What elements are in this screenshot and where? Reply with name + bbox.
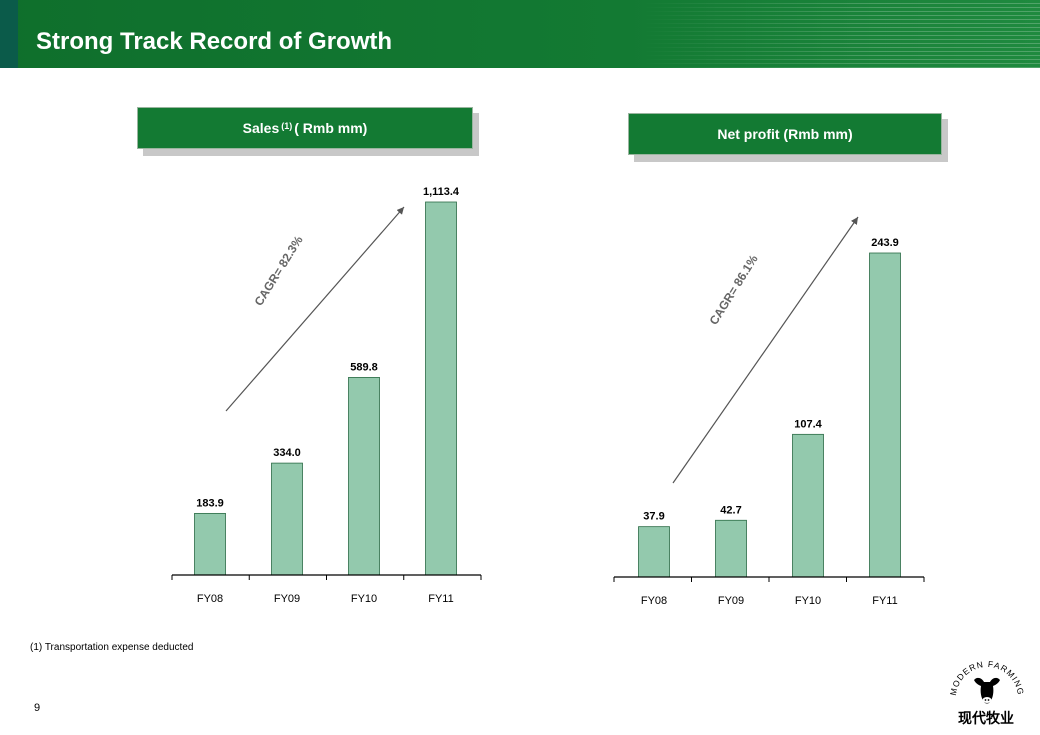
profit-cagr-arrow — [672, 216, 859, 484]
sales-header-footnote-mark: (1) — [281, 121, 293, 131]
profit-bar-fy08 — [638, 526, 670, 578]
sales-chart-header: Sales (1) ( Rmb mm) — [137, 107, 473, 149]
profit-data-label: 107.4 — [794, 418, 822, 430]
title-bar-accent — [0, 0, 18, 68]
sales-bar-fy10 — [348, 377, 380, 576]
sales-header-main: Sales — [242, 120, 280, 136]
page-number: 9 — [34, 702, 41, 714]
profit-bar-fy09 — [715, 519, 747, 578]
company-logo: MODERN FARMING — [948, 659, 1025, 704]
profit-header-label: Net profit (Rmb mm) — [717, 126, 853, 142]
sales-category-label: FY10 — [351, 593, 377, 605]
sales-data-label: 1,113.4 — [423, 186, 460, 198]
title-bar-pattern — [640, 0, 1040, 68]
profit-category-label: FY10 — [795, 595, 821, 607]
sales-bar-fy09 — [271, 462, 303, 576]
logo-chinese-name: 现代牧业 — [958, 711, 1014, 727]
title-bar: Strong Track Record of Growth — [0, 0, 1040, 68]
profit-category-label: FY08 — [641, 595, 667, 607]
sales-category-label: FY11 — [428, 593, 453, 605]
profit-category-label: FY09 — [718, 595, 744, 607]
profit-bar-chart: 37.9 FY08 42.7 FY09 107.4 FY10 243.9 FY11 CAGR= … — [613, 216, 925, 607]
profit-data-label: 37.9 — [643, 511, 664, 523]
sales-category-label: FY09 — [274, 593, 300, 605]
profit-category-label: FY11 — [872, 595, 897, 607]
sales-bar-fy11 — [425, 201, 457, 576]
page-title: Strong Track Record of Growth — [36, 28, 393, 55]
sales-data-label: 334.0 — [273, 447, 301, 459]
profit-bar-fy10 — [792, 433, 824, 578]
cow-head-icon — [974, 677, 1000, 704]
footnote: (1) Transportation expense deducted — [30, 642, 194, 653]
sales-data-label: 589.8 — [350, 361, 378, 373]
sales-header-unit: ( Rmb mm) — [294, 120, 368, 136]
profit-data-label: 243.9 — [871, 237, 899, 249]
profit-data-label: 42.7 — [720, 504, 741, 516]
sales-cagr-annotation: CAGR= 82.3% — [252, 233, 306, 308]
sales-category-label: FY08 — [197, 593, 223, 605]
profit-cagr-annotation: CAGR= 86.1% — [707, 252, 761, 327]
sales-bar-chart: 183.9 FY08 334.0 FY09 589.8 FY10 1,113.4 FY11 CA… — [171, 186, 482, 605]
profit-chart-header: Net profit (Rmb mm) — [628, 113, 942, 155]
sales-bar-fy08 — [194, 512, 226, 576]
sales-data-label: 183.9 — [196, 497, 224, 509]
sales-cagr-arrow — [225, 206, 405, 412]
profit-bar-fy11 — [869, 252, 901, 578]
